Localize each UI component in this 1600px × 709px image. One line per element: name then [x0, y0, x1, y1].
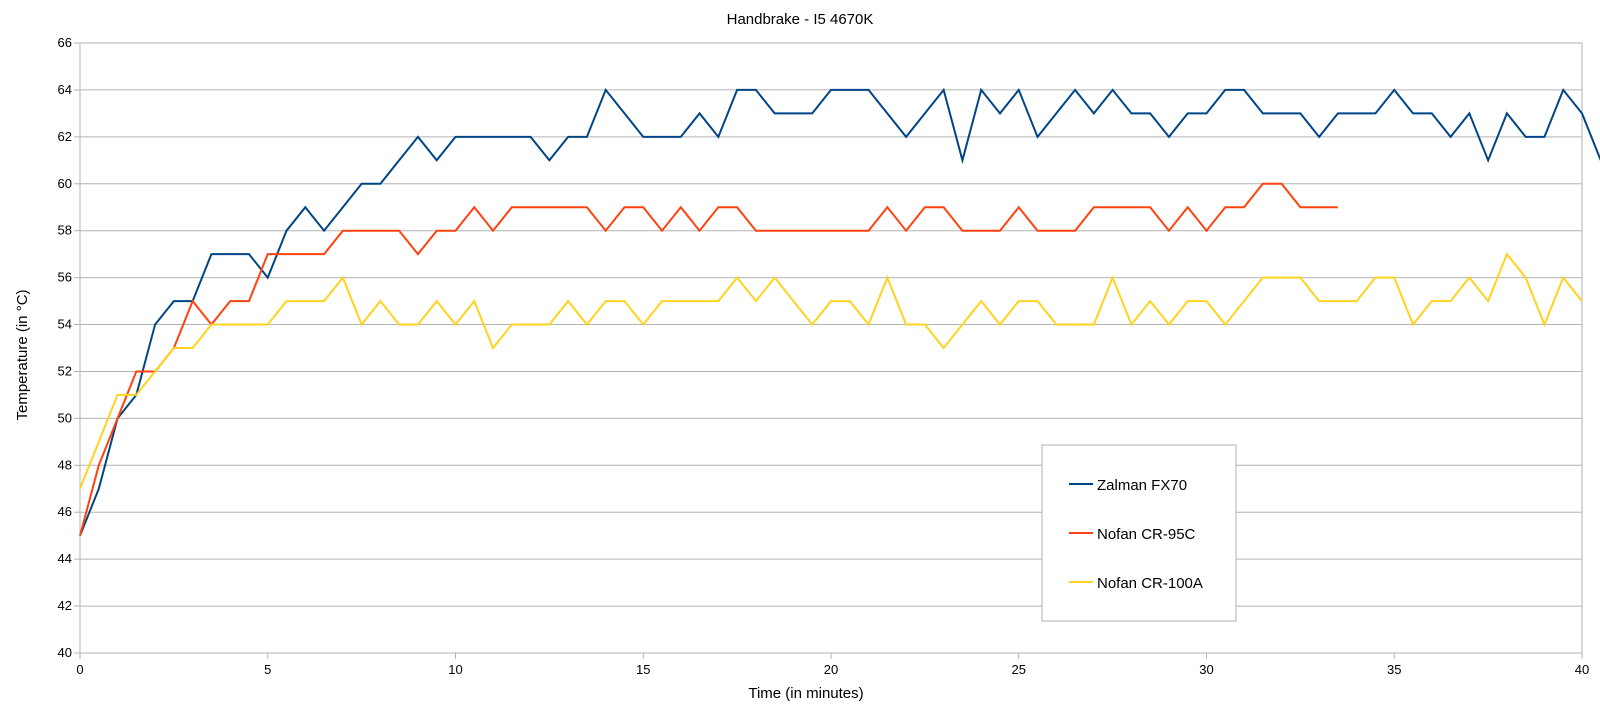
x-tick-label: 35 — [1387, 662, 1401, 677]
y-tick-label: 54 — [58, 317, 72, 332]
series-lines — [79, 87, 1600, 537]
x-tick-label: 25 — [1012, 662, 1026, 677]
y-tick-label: 62 — [58, 129, 72, 144]
x-tick-label: 15 — [636, 662, 650, 677]
y-tick-label: 50 — [58, 410, 72, 425]
chart-title: Handbrake - I5 4670K — [727, 11, 874, 28]
y-tick-label: 56 — [58, 270, 72, 285]
x-tick-label: 0 — [76, 662, 83, 677]
x-tick-label: 10 — [448, 662, 462, 677]
series-line-0 — [79, 87, 1600, 537]
legend: Zalman FX70 Nofan CR-95C Nofan CR-100A — [1041, 444, 1237, 622]
x-tick-label: 30 — [1199, 662, 1213, 677]
y-tick-label: 60 — [58, 176, 72, 191]
x-tick-label: 40 — [1575, 662, 1589, 677]
grid-lines — [80, 42, 1582, 654]
series-line-2 — [79, 252, 1583, 490]
legend-label-1: Nofan CR-95C — [1097, 526, 1196, 543]
plot-frame — [79, 43, 1583, 654]
y-axis-title: Temperature (in °C) — [14, 289, 31, 420]
y-tick-label: 42 — [58, 598, 72, 613]
y-axis-ticks: 40 42 44 46 48 50 52 54 56 58 60 62 64 66 — [58, 35, 80, 660]
y-tick-label: 64 — [58, 82, 72, 97]
y-tick-label: 52 — [58, 363, 72, 378]
x-axis-title: Time (in minutes) — [748, 685, 863, 702]
x-axis-ticks: 0 5 10 15 20 25 30 35 40 — [76, 653, 1589, 677]
y-tick-label: 58 — [58, 223, 72, 238]
y-tick-label: 66 — [58, 35, 72, 50]
legend-label-0: Zalman FX70 — [1097, 477, 1187, 494]
legend-label-2: Nofan CR-100A — [1097, 575, 1203, 592]
x-tick-label: 5 — [264, 662, 271, 677]
x-tick-label: 20 — [824, 662, 838, 677]
series-line-1 — [79, 182, 1338, 536]
y-tick-label: 48 — [58, 457, 72, 472]
y-tick-label: 40 — [58, 645, 72, 660]
y-tick-label: 46 — [58, 504, 72, 519]
y-tick-label: 44 — [58, 551, 72, 566]
